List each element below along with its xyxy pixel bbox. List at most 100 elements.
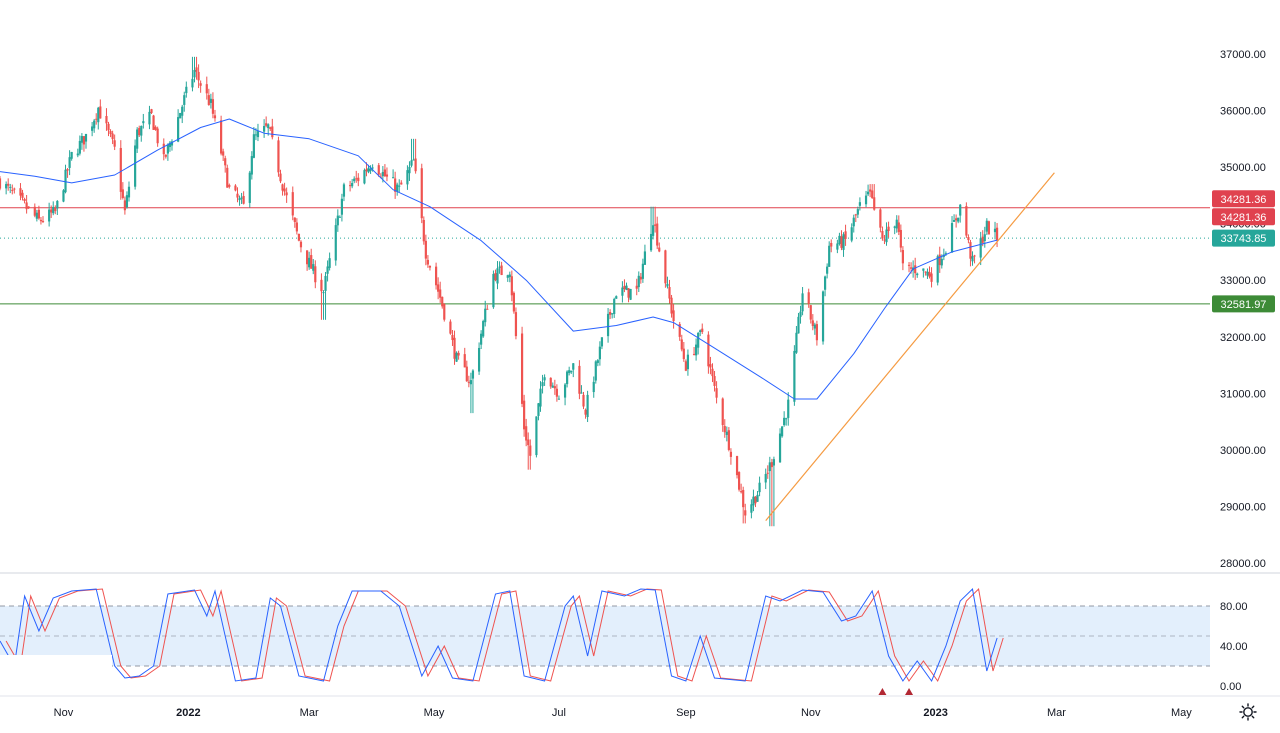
candle <box>152 114 155 130</box>
candle <box>838 232 841 246</box>
candle <box>756 490 759 502</box>
candle <box>572 363 575 378</box>
candle <box>527 432 530 470</box>
candle-body <box>664 250 667 284</box>
candle <box>353 176 356 184</box>
candle <box>742 486 745 524</box>
candle <box>119 140 122 200</box>
candle <box>629 288 632 301</box>
candle <box>33 203 36 218</box>
candle-body <box>414 158 417 172</box>
candle <box>377 162 380 178</box>
candle <box>780 426 784 438</box>
candle <box>801 287 804 316</box>
candle <box>578 360 581 400</box>
candle <box>54 205 57 215</box>
candle-body <box>23 198 26 202</box>
candle <box>170 139 174 151</box>
candle-body <box>893 226 896 228</box>
candle-body <box>355 178 358 180</box>
guide-lines-layer <box>0 207 1280 697</box>
candle-body <box>7 183 10 186</box>
candle <box>995 223 999 248</box>
candle <box>383 164 387 178</box>
candle-body <box>277 140 280 173</box>
candle-body <box>883 239 886 241</box>
candle-body <box>924 271 927 273</box>
candle-body <box>97 107 100 123</box>
candle-body <box>838 235 841 244</box>
time-axis-label: Sep <box>676 707 696 719</box>
candle <box>271 118 274 140</box>
candle-body <box>109 131 112 134</box>
candle <box>209 93 212 109</box>
candle <box>770 458 773 527</box>
candle-body <box>391 177 395 179</box>
candle-body <box>269 127 272 129</box>
candle-body <box>678 324 681 337</box>
candle <box>336 209 339 232</box>
candle-body <box>238 198 241 201</box>
candle <box>213 109 217 122</box>
candle-body <box>582 394 585 407</box>
candle-body <box>451 334 454 341</box>
candle <box>66 167 69 178</box>
candle-body <box>627 288 630 298</box>
chart-settings-button[interactable] <box>1238 702 1258 722</box>
candle <box>582 391 585 410</box>
candle <box>80 133 83 150</box>
price-axis-tick: 36000.00 <box>1220 106 1266 118</box>
candle-body <box>254 134 258 136</box>
candle-body <box>439 289 442 298</box>
candle-body <box>926 271 929 276</box>
candle-body <box>993 228 997 233</box>
candle-body <box>955 218 958 221</box>
candle-body <box>365 169 368 172</box>
candle <box>713 370 716 392</box>
candle-body <box>682 348 685 360</box>
time-axis-label: Mar <box>1047 707 1066 719</box>
candle-body <box>586 394 589 418</box>
candle-body <box>78 140 81 154</box>
candle-body <box>643 251 647 265</box>
candle <box>422 216 425 245</box>
candle <box>340 193 344 222</box>
candle-body <box>336 215 339 226</box>
candle-body <box>283 188 286 192</box>
candle <box>971 251 974 266</box>
stochastic-layer <box>0 587 1004 695</box>
candle <box>498 261 501 274</box>
candle <box>541 374 544 394</box>
candle-body <box>91 126 94 131</box>
candle-body <box>928 271 931 277</box>
candle <box>678 321 681 341</box>
candle <box>207 88 210 106</box>
candle <box>510 270 513 302</box>
candle-body <box>52 206 55 214</box>
candle <box>797 312 800 334</box>
candle-body <box>987 221 990 235</box>
candle <box>907 262 911 273</box>
candle-body <box>623 285 626 290</box>
candle <box>842 232 845 257</box>
candle <box>338 215 341 218</box>
candle <box>306 250 309 271</box>
candle-body <box>166 144 169 154</box>
price-tag-bg <box>1212 208 1275 226</box>
candle <box>48 202 51 227</box>
candle <box>156 126 159 147</box>
candle-body <box>486 308 489 310</box>
candle-body <box>236 193 239 198</box>
candle-body <box>635 285 638 289</box>
candle-body <box>654 224 657 226</box>
candle <box>641 258 644 283</box>
candle-body <box>181 106 184 116</box>
candle-body <box>400 182 403 185</box>
candle-body <box>185 86 188 94</box>
candle <box>697 331 700 355</box>
candle-body <box>969 242 972 259</box>
candle <box>699 329 702 337</box>
candle-body <box>140 125 143 136</box>
